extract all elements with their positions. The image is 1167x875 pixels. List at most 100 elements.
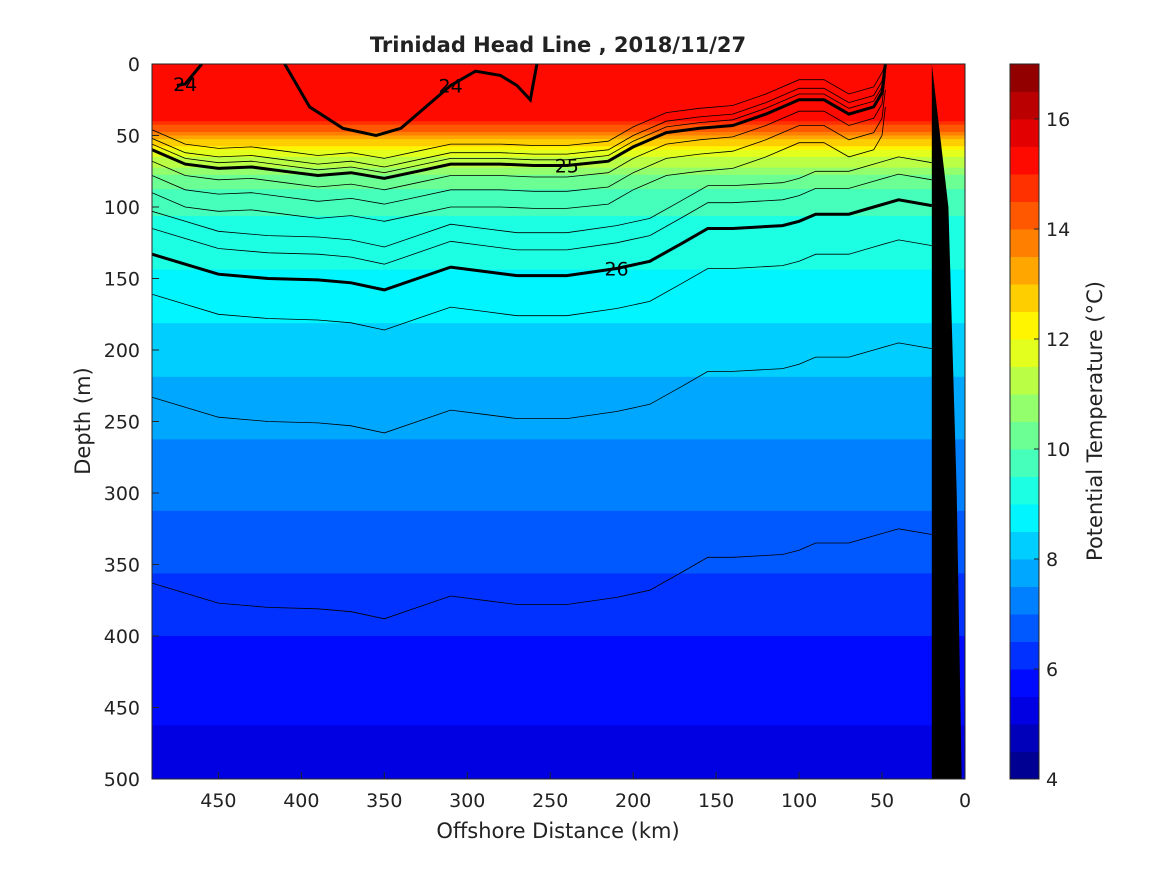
colorbar-segment [1010, 394, 1039, 422]
colorbar-segment [1010, 696, 1039, 725]
temperature-band [152, 278, 965, 289]
colorbar-segment [1010, 421, 1039, 450]
temperature-band [152, 519, 965, 530]
temperature-band [152, 215, 965, 226]
temperature-band [152, 287, 965, 297]
temperature-band [152, 146, 965, 151]
temperature-band [152, 466, 965, 476]
temperature-band [152, 160, 965, 165]
temperature-band [152, 323, 965, 333]
temperature-field [152, 64, 965, 779]
y-tick-label: 0 [128, 54, 140, 76]
temperature-band [152, 457, 965, 467]
seafloor-mask [931, 64, 962, 779]
temperature-band [152, 555, 965, 566]
temperature-band [152, 78, 965, 87]
temperature-band [152, 139, 965, 144]
temperature-band [152, 439, 965, 449]
y-axis-label: Depth (m) [71, 367, 95, 474]
colorbar-segment [1010, 476, 1039, 505]
contour-label: 24 [439, 75, 463, 97]
temperature-band [152, 181, 965, 187]
temperature-band [152, 178, 965, 183]
temperature-band [152, 564, 965, 575]
y-tick-label: 450 [104, 698, 140, 720]
thin-isopycnal [152, 528, 932, 620]
labeled-isopycnals: 24 24 25 26 [152, 64, 933, 292]
temperature-band [152, 376, 965, 387]
y-axis: 0 50 100 150 200 250 300 350 400 450 500 [104, 54, 159, 791]
isopycnal-26 [152, 198, 933, 292]
colorbar-segment [1010, 751, 1039, 780]
temperature-band [152, 412, 965, 423]
temperature-band [152, 752, 965, 762]
temperature-band [152, 698, 965, 709]
x-tick-label: 400 [283, 790, 319, 812]
isopycnal-24 [176, 64, 203, 87]
temperature-band [152, 644, 965, 655]
colorbar-segment [1010, 284, 1039, 312]
temperature-band [152, 510, 965, 521]
temperature-band [152, 153, 965, 158]
temperature-band [152, 314, 965, 324]
temperature-band [152, 403, 965, 414]
colorbar-segment [1010, 559, 1039, 587]
x-axis-label: Offshore Distance (km) [436, 819, 679, 843]
temperature-band [152, 546, 965, 557]
x-tick-label: 0 [959, 790, 971, 812]
temperature-band [152, 71, 965, 79]
temperature-band [152, 224, 965, 235]
thin-isopycnals [152, 64, 932, 620]
colorbar-tick-label: 14 [1046, 219, 1070, 241]
temperature-band [152, 203, 965, 208]
temperature-band [152, 367, 965, 378]
temperature-band [152, 421, 965, 432]
temperature-band [152, 199, 965, 205]
colorbar-segment [1010, 229, 1039, 257]
temperature-band [152, 653, 965, 664]
y-tick-label: 250 [104, 412, 140, 434]
y-tick-label: 150 [104, 269, 140, 291]
temperature-band [152, 192, 965, 197]
temperature-band [152, 493, 965, 503]
x-axis: 450 400 350 300 250 200 150 100 50 0 [200, 772, 971, 812]
colorbar-segment [1010, 641, 1039, 670]
plot-area: 24 24 25 26 [151, 63, 966, 780]
colorbar-segment [1010, 91, 1039, 120]
temperature-band [152, 85, 965, 94]
x-tick-label: 350 [366, 790, 402, 812]
temperature-band [152, 600, 965, 610]
temperature-band [152, 242, 965, 253]
x-tick-label: 250 [532, 790, 568, 812]
temperature-band [152, 156, 965, 162]
temperature-band [152, 207, 965, 217]
colorbar-tick-label: 4 [1046, 769, 1058, 791]
x-tick-label: 150 [698, 790, 734, 812]
contour-label: 25 [555, 156, 579, 178]
temperature-band [152, 770, 965, 779]
temperature-band [152, 609, 965, 619]
temperature-band [152, 761, 965, 771]
temperature-band [152, 537, 965, 548]
thin-isopycnal [152, 239, 932, 331]
temperature-band [152, 743, 965, 753]
temperature-band [152, 233, 965, 244]
x-tick-label: 200 [615, 790, 651, 812]
thin-isopycnal [152, 89, 886, 205]
colorbar-segment [1010, 614, 1039, 642]
temperature-band [152, 135, 965, 140]
y-tick-label: 200 [104, 340, 140, 362]
colorbar-segment [1010, 146, 1039, 175]
y-tick-label: 50 [116, 126, 140, 148]
temperature-band [152, 636, 965, 646]
colorbar-segment [1010, 311, 1039, 340]
temperature-band [152, 680, 965, 691]
temperature-band [152, 350, 965, 360]
temperature-band [152, 99, 965, 108]
colorbar-tick-label: 10 [1046, 439, 1070, 461]
colorbar-segment [1010, 504, 1039, 532]
temperature-band [152, 582, 965, 592]
colorbar-tick-label: 6 [1046, 659, 1058, 681]
temperature-band [152, 171, 965, 176]
